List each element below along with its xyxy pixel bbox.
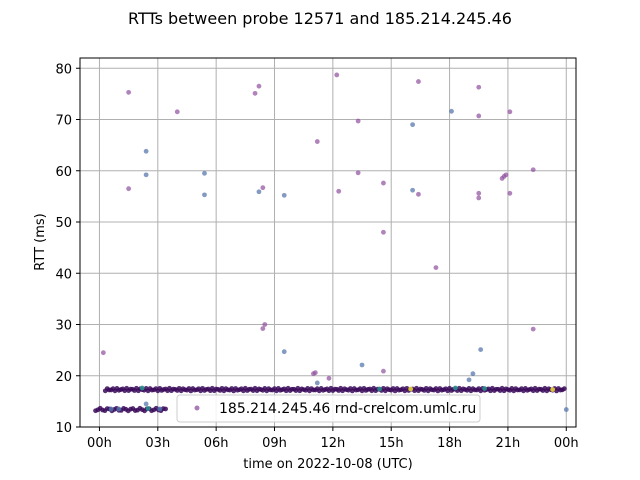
data-point xyxy=(355,118,361,124)
x-tick-label: 00h xyxy=(554,436,579,451)
data-point xyxy=(507,109,513,115)
data-point xyxy=(326,375,332,381)
legend: 185.214.245.46 rnd-crelcom.umlc.ru xyxy=(176,394,481,423)
data-point xyxy=(377,386,382,392)
data-point xyxy=(410,187,416,193)
data-point xyxy=(416,79,421,84)
legend-box xyxy=(176,394,481,423)
data-point xyxy=(281,192,287,198)
data-point xyxy=(476,113,482,119)
data-point xyxy=(550,387,556,392)
data-point xyxy=(100,350,106,356)
data-point xyxy=(145,406,151,411)
y-tick-label: 50 xyxy=(55,216,72,231)
x-tick-label: 06h xyxy=(204,436,229,451)
data-point xyxy=(116,406,122,412)
data-point xyxy=(359,362,365,368)
y-tick-label: 70 xyxy=(55,114,72,129)
y-tick-label: 30 xyxy=(55,319,72,334)
x-axis-label: time on 2022-10-08 (UTC) xyxy=(243,457,412,472)
plot-frame xyxy=(79,57,577,428)
data-point xyxy=(281,349,287,355)
band-point-high xyxy=(561,386,567,392)
data-point xyxy=(449,108,454,114)
data-point xyxy=(202,192,207,198)
data-point xyxy=(202,170,207,176)
data-point xyxy=(126,89,132,95)
data-point xyxy=(470,371,476,377)
data-point xyxy=(563,407,569,412)
data-point xyxy=(126,186,132,192)
data-point xyxy=(314,139,320,144)
data-point xyxy=(139,385,145,391)
data-point xyxy=(314,380,320,386)
y-tick-label: 40 xyxy=(55,267,72,282)
x-tick-label: 18h xyxy=(437,436,462,451)
data-point xyxy=(174,109,180,115)
data-point xyxy=(262,322,268,327)
data-point xyxy=(453,385,458,391)
y-tick-label: 20 xyxy=(55,370,72,385)
data-point xyxy=(256,83,262,89)
data-point xyxy=(466,377,472,383)
data-point xyxy=(143,401,149,407)
data-points xyxy=(93,72,569,414)
y-tick-label: 60 xyxy=(55,165,72,180)
data-point xyxy=(482,386,487,391)
data-point xyxy=(108,406,114,412)
data-point xyxy=(408,386,414,392)
data-point xyxy=(381,229,386,235)
data-point xyxy=(157,406,163,412)
data-point xyxy=(355,170,361,176)
x-axis-ticks: 00h 03h 06h 09h 12h 15h 18h 21h 00h xyxy=(87,427,579,451)
x-tick-label: 09h xyxy=(262,436,287,451)
y-tick-label: 80 xyxy=(55,62,72,77)
x-tick-label: 03h xyxy=(145,436,170,451)
data-point xyxy=(410,122,416,128)
data-point xyxy=(478,347,484,353)
y-axis-ticks: 10 20 30 40 50 60 70 80 xyxy=(55,62,80,436)
data-point xyxy=(476,190,482,196)
data-point xyxy=(252,90,258,96)
data-point xyxy=(143,148,149,154)
data-point xyxy=(530,326,536,332)
data-point xyxy=(143,172,149,178)
data-point xyxy=(336,188,342,194)
y-axis-label: RTT (ms) xyxy=(33,213,48,270)
legend-marker xyxy=(194,405,200,411)
data-point xyxy=(381,368,386,374)
data-point xyxy=(256,189,262,195)
x-tick-label: 21h xyxy=(496,436,521,451)
data-point xyxy=(334,72,340,78)
x-tick-label: 15h xyxy=(379,436,404,451)
data-point xyxy=(476,84,482,90)
data-point xyxy=(476,195,482,201)
legend-label: 185.214.245.46 rnd-crelcom.umlc.ru xyxy=(219,401,476,417)
data-point xyxy=(260,326,266,331)
y-tick-label: 10 xyxy=(55,421,72,436)
band-point-low xyxy=(163,406,168,412)
data-point xyxy=(433,265,439,271)
data-point xyxy=(530,167,536,173)
data-point xyxy=(416,191,421,197)
chart-title: RTTs between probe 12571 and 185.214.245… xyxy=(128,9,512,28)
data-point xyxy=(503,172,509,178)
data-point xyxy=(312,370,318,376)
data-point xyxy=(507,190,513,196)
x-tick-label: 00h xyxy=(87,436,112,451)
data-point xyxy=(381,180,386,186)
x-tick-label: 12h xyxy=(320,436,345,451)
data-point xyxy=(260,185,266,191)
